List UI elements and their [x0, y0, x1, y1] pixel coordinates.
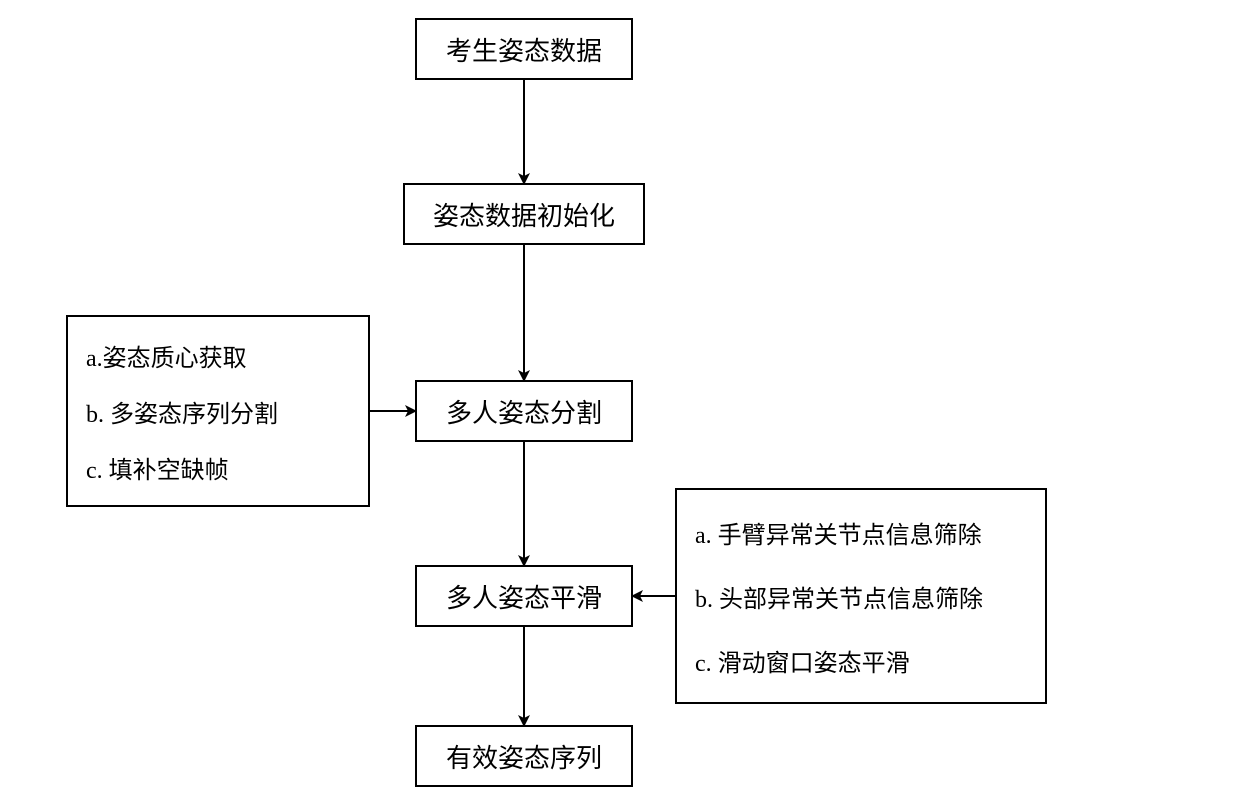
node-label: 姿态数据初始化	[433, 196, 615, 233]
node-segmentation: 多人姿态分割	[415, 380, 633, 442]
annotation-item: c. 填补空缺帧	[86, 450, 350, 485]
node-smoothing: 多人姿态平滑	[415, 565, 633, 627]
annotation-item: b. 头部异常关节点信息筛除	[695, 579, 1027, 614]
node-init: 姿态数据初始化	[403, 183, 645, 245]
node-label: 有效姿态序列	[446, 738, 602, 775]
node-label: 多人姿态分割	[446, 393, 602, 430]
annotation-item: c. 滑动窗口姿态平滑	[695, 643, 1027, 678]
node-output: 有效姿态序列	[415, 725, 633, 787]
annotation-item: a. 手臂异常关节点信息筛除	[695, 515, 1027, 550]
flowchart-canvas: 考生姿态数据 姿态数据初始化 多人姿态分割 多人姿态平滑 有效姿态序列 a.姿态…	[0, 0, 1240, 806]
annotation-right: a. 手臂异常关节点信息筛除 b. 头部异常关节点信息筛除 c. 滑动窗口姿态平…	[675, 488, 1047, 704]
annotation-item: b. 多姿态序列分割	[86, 394, 350, 429]
annotation-item: a.姿态质心获取	[86, 338, 350, 373]
node-label: 多人姿态平滑	[446, 578, 602, 615]
node-input-data: 考生姿态数据	[415, 18, 633, 80]
node-label: 考生姿态数据	[446, 31, 602, 68]
annotation-left: a.姿态质心获取 b. 多姿态序列分割 c. 填补空缺帧	[66, 315, 370, 507]
